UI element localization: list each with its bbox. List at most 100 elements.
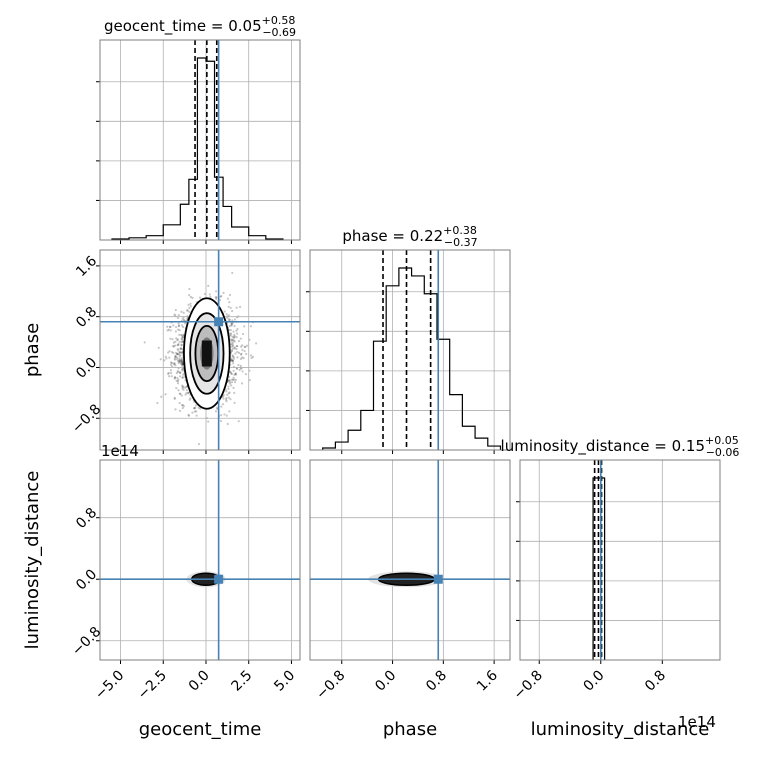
sample-point	[173, 397, 176, 400]
sample-point	[177, 378, 180, 381]
sample-point	[177, 370, 180, 373]
sample-point	[173, 377, 176, 380]
sample-point	[181, 360, 184, 364]
sample-point	[181, 369, 184, 372]
sample-point	[220, 405, 223, 408]
sample-point	[177, 353, 181, 356]
offset-label-x-luminosity_distance: 1e14	[678, 713, 716, 731]
sample-point	[177, 349, 180, 352]
tick-label-x-geocent_time: −2.5	[135, 668, 170, 703]
sample-point	[174, 308, 177, 312]
sample-point	[167, 372, 170, 376]
sample-point	[181, 384, 184, 387]
sample-point	[178, 359, 182, 362]
sample-point	[181, 406, 184, 410]
truth-marker-luminosity_distance-geocent_time	[214, 574, 224, 584]
sample-point	[232, 362, 235, 365]
sample-point	[172, 362, 175, 365]
sample-point	[176, 380, 180, 383]
sample-point	[195, 410, 198, 413]
sample-point	[231, 344, 235, 347]
sample-point	[226, 297, 229, 300]
sample-point	[227, 317, 230, 321]
sample-point	[237, 340, 241, 343]
sample-point	[180, 324, 184, 327]
sample-point	[164, 355, 167, 358]
sample-point	[172, 345, 175, 348]
sample-point	[182, 311, 185, 314]
sample-point	[168, 350, 171, 353]
sample-point	[181, 364, 184, 367]
sample-point	[234, 352, 237, 355]
sample-point	[234, 372, 237, 375]
sample-point	[174, 340, 177, 343]
sample-point	[243, 345, 246, 348]
sample-point	[177, 328, 180, 331]
sample-point	[178, 351, 182, 354]
sample-point	[168, 356, 171, 359]
sample-point	[173, 396, 176, 399]
sample-point	[175, 356, 179, 359]
axis-label-y-luminosity_distance: luminosity_distance	[22, 471, 43, 650]
sample-point	[231, 347, 235, 350]
sample-point	[188, 287, 191, 291]
title-plus: +0.58	[262, 14, 296, 27]
sample-point	[179, 354, 182, 357]
sample-point	[239, 337, 242, 340]
sample-point	[222, 291, 225, 294]
sample-point	[233, 335, 236, 338]
histogram-phase	[322, 267, 502, 450]
sample-point	[181, 351, 184, 354]
sample-point	[236, 327, 239, 331]
sample-point	[175, 371, 178, 375]
sample-point	[159, 358, 162, 361]
sample-point	[248, 379, 251, 382]
sample-point	[230, 322, 233, 325]
sample-point	[188, 306, 191, 310]
sample-point	[232, 357, 236, 360]
sample-point	[180, 343, 183, 346]
sample-point	[169, 325, 172, 329]
sample-point	[169, 337, 172, 340]
sample-point	[214, 410, 218, 413]
sample-point	[243, 350, 246, 353]
tick-label-y-phase: −0.8	[69, 401, 104, 436]
sample-point	[236, 350, 239, 354]
sample-point	[231, 349, 234, 353]
sample-point	[175, 325, 178, 329]
sample-point	[182, 405, 185, 408]
sample-point	[226, 393, 229, 396]
tick-label-y-luminosity_distance: 0.0	[73, 566, 100, 593]
sample-point	[193, 407, 196, 410]
sample-point	[180, 348, 183, 351]
title-plus: +0.05	[705, 434, 739, 447]
axis-label-x-phase: phase	[383, 719, 437, 740]
sample-point	[180, 337, 183, 340]
panel-luminosity_distance-geocent_time-frame	[99, 459, 301, 661]
sample-point	[178, 392, 181, 395]
sample-point	[244, 373, 247, 376]
sample-point	[180, 359, 183, 362]
sample-point	[177, 360, 181, 363]
sample-point	[173, 313, 176, 316]
sample-point	[239, 353, 243, 356]
sample-point	[178, 371, 182, 375]
sample-point	[178, 360, 181, 364]
tick-label-x-phase: −0.8	[313, 668, 348, 703]
title-luminosity_distance: luminosity_distance = 0.15+0.05 −0.06	[501, 434, 740, 459]
sample-point	[173, 363, 176, 366]
tick-label-x-luminosity_distance: −0.8	[511, 668, 546, 703]
sample-point	[180, 344, 183, 347]
sample-point	[230, 340, 233, 343]
sample-point	[181, 362, 184, 366]
sample-point	[181, 386, 184, 389]
sample-point	[255, 342, 258, 345]
sample-point	[177, 313, 180, 317]
sample-point	[176, 338, 179, 341]
tick-label-x-luminosity_distance: 0.8	[642, 668, 669, 695]
sample-point	[233, 324, 236, 328]
sample-point	[172, 341, 175, 344]
sample-point	[231, 309, 234, 313]
sample-point	[230, 322, 233, 325]
sample-point	[234, 378, 238, 382]
